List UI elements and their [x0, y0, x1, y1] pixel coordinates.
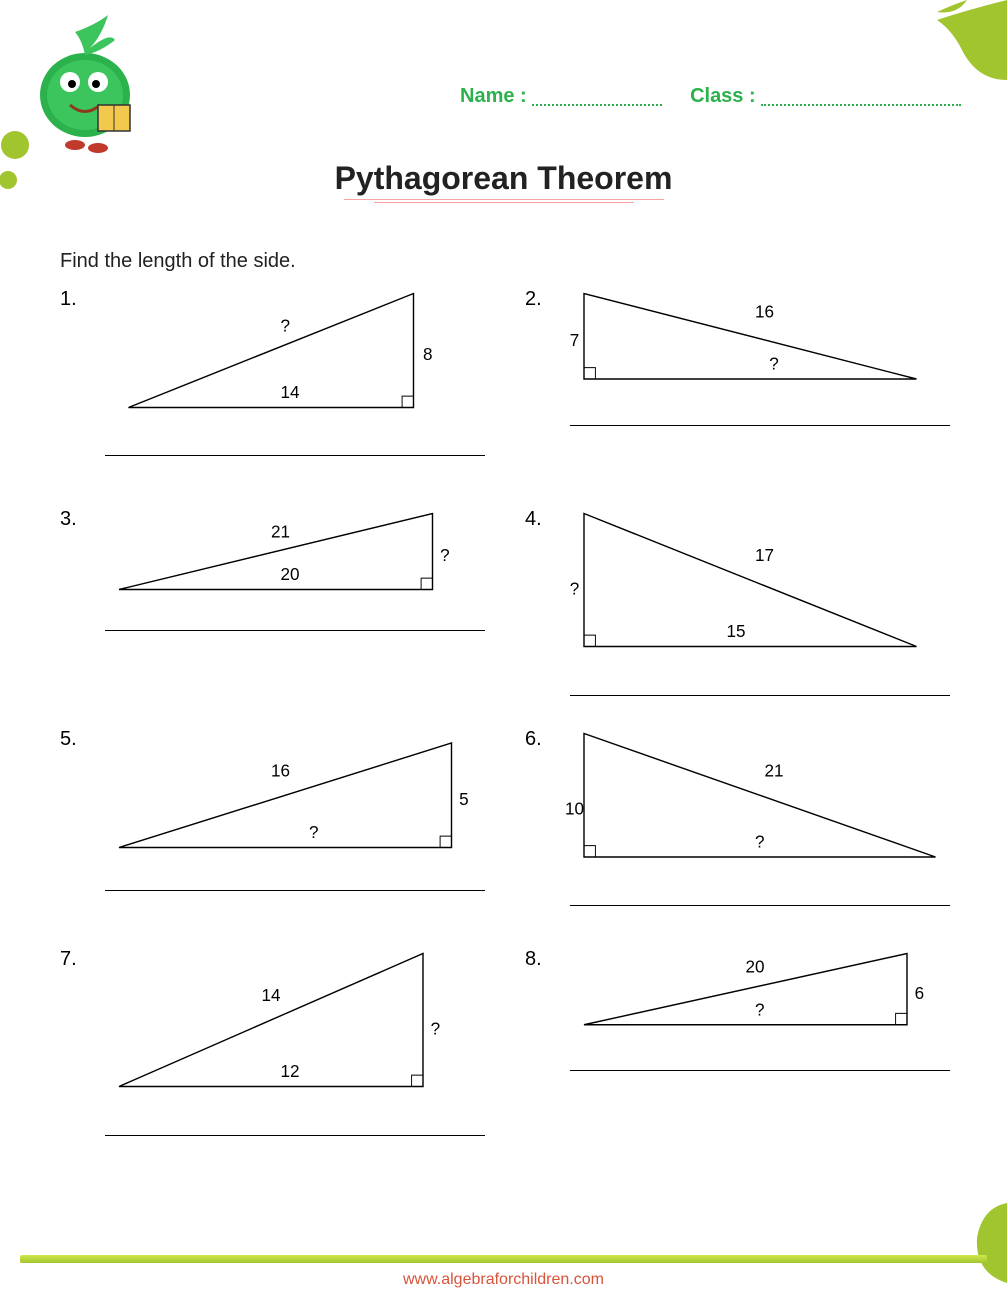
triangle-diagram: 16 ? 7	[565, 280, 945, 440]
height-label: ?	[431, 1019, 441, 1038]
height-label: ?	[440, 546, 450, 565]
base-label: 20	[281, 565, 300, 584]
base-label: 12	[281, 1062, 300, 1081]
hypotenuse-label: 16	[271, 761, 290, 780]
answer-line[interactable]	[570, 1070, 950, 1071]
problem-number: 6.	[525, 728, 542, 751]
problem-number: 8.	[525, 948, 542, 971]
triangle-diagram: 16 ? 5	[100, 720, 480, 880]
problem-8: 8. 20 ? 6	[515, 940, 960, 1160]
triangle-diagram: 21 ? 10	[565, 720, 945, 880]
hypotenuse-label: 17	[755, 546, 774, 565]
hypotenuse-label: 14	[262, 986, 281, 1005]
problem-number: 3.	[60, 508, 77, 531]
height-label: 10	[565, 799, 584, 818]
problem-1: 1. ? 14 8	[50, 280, 495, 500]
hypotenuse-label: 21	[765, 761, 784, 780]
problem-4: 4. 17 15 ?	[515, 500, 960, 720]
base-label: 15	[727, 622, 746, 641]
class-label: Class :	[690, 85, 756, 107]
base-label: ?	[769, 355, 779, 374]
problem-number: 2.	[525, 288, 542, 311]
base-label: 14	[281, 383, 300, 402]
problem-5: 5. 16 ? 5	[50, 720, 495, 940]
base-label: ?	[755, 833, 765, 852]
height-label: 8	[423, 345, 433, 364]
height-label: 6	[915, 984, 925, 1003]
answer-line[interactable]	[105, 1135, 485, 1136]
hypotenuse-label: ?	[281, 317, 291, 336]
answer-line[interactable]	[105, 630, 485, 631]
page-title: Pythagorean Theorem	[0, 160, 1007, 203]
hypotenuse-label: 16	[755, 302, 774, 321]
footer-bar-decoration	[20, 1255, 987, 1263]
problem-2: 2. 16 ? 7	[515, 280, 960, 500]
base-label: ?	[309, 823, 319, 842]
height-label: 7	[570, 331, 580, 350]
answer-line[interactable]	[570, 905, 950, 906]
triangle-diagram: 17 15 ?	[565, 500, 945, 660]
triangle-diagram: 21 20 ?	[100, 500, 480, 660]
name-label: Name :	[460, 85, 527, 107]
class-input-line[interactable]	[761, 104, 961, 106]
height-label: 5	[459, 790, 469, 809]
answer-line[interactable]	[570, 695, 950, 696]
problems-grid: 1. ? 14 8 2. 16 ? 7 3. 21 20 ? 4. 17 15 …	[50, 280, 960, 1160]
answer-line[interactable]	[105, 890, 485, 891]
answer-line[interactable]	[570, 425, 950, 426]
height-label: ?	[570, 579, 580, 598]
triangle-diagram: 20 ? 6	[565, 940, 945, 1100]
triangle-diagram: 14 12 ?	[100, 940, 480, 1100]
problem-number: 1.	[60, 288, 77, 311]
answer-line[interactable]	[105, 455, 485, 456]
problem-number: 5.	[60, 728, 77, 751]
problem-7: 7. 14 12 ?	[50, 940, 495, 1160]
footer-url: www.algebraforchildren.com	[0, 1271, 1007, 1289]
problem-number: 4.	[525, 508, 542, 531]
triangle-diagram: ? 14 8	[100, 280, 480, 440]
hypotenuse-label: 21	[271, 522, 290, 541]
problem-3: 3. 21 20 ?	[50, 500, 495, 720]
hypotenuse-label: 20	[746, 958, 765, 977]
name-input-line[interactable]	[532, 104, 662, 106]
instruction-text: Find the length of the side.	[60, 250, 296, 273]
problem-6: 6. 21 ? 10	[515, 720, 960, 940]
base-label: ?	[755, 1000, 765, 1019]
problem-number: 7.	[60, 948, 77, 971]
header-fields: Name : Class :	[460, 85, 961, 108]
